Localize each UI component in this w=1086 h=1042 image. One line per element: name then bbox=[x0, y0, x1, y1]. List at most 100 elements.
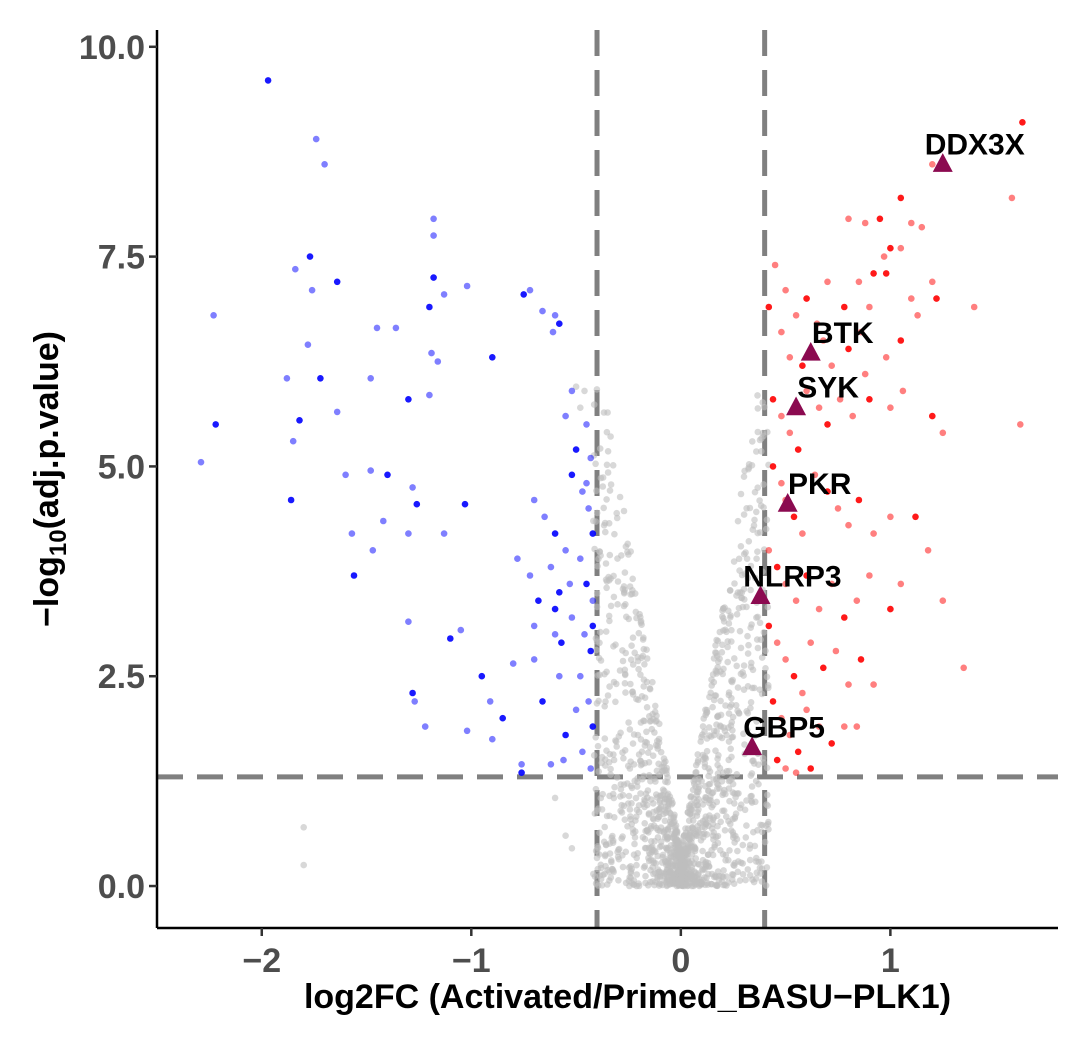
up-point bbox=[773, 639, 781, 646]
y-title-part: (adj.p.value) bbox=[28, 331, 66, 529]
up-point bbox=[782, 765, 789, 772]
ns-point bbox=[765, 826, 772, 833]
down-point bbox=[568, 387, 576, 395]
up-point bbox=[769, 463, 777, 470]
down-point bbox=[551, 530, 559, 537]
ns-point bbox=[761, 838, 769, 846]
up-point bbox=[924, 547, 932, 554]
ns-point bbox=[702, 858, 710, 866]
ns-point bbox=[706, 732, 713, 739]
ns-point bbox=[593, 646, 600, 654]
ns-point bbox=[593, 487, 600, 495]
ns-point bbox=[736, 804, 744, 812]
ns-point bbox=[640, 772, 647, 780]
ns-point bbox=[734, 847, 741, 855]
ns-point bbox=[753, 718, 760, 725]
ns-point bbox=[631, 834, 639, 841]
ns-point bbox=[675, 879, 682, 886]
up-point bbox=[765, 303, 773, 311]
up-point bbox=[820, 664, 827, 672]
ns-point bbox=[760, 629, 768, 636]
down-point bbox=[321, 161, 328, 168]
ns-point bbox=[717, 847, 724, 854]
down-point bbox=[520, 291, 527, 298]
ns-point bbox=[613, 743, 620, 750]
ns-point bbox=[718, 649, 726, 656]
up-point bbox=[786, 429, 794, 437]
ns-point bbox=[754, 548, 761, 555]
y-tick-label: 10.0 bbox=[79, 29, 145, 67]
up-point bbox=[828, 740, 835, 747]
ns-point bbox=[743, 797, 750, 804]
up-point bbox=[828, 580, 835, 588]
ns-point bbox=[624, 780, 631, 787]
ns-point bbox=[682, 825, 689, 832]
ns-point bbox=[684, 863, 691, 871]
ns-point bbox=[631, 649, 638, 657]
ns-point bbox=[633, 695, 640, 703]
ns-point bbox=[739, 669, 746, 676]
ns-point bbox=[721, 727, 729, 735]
highlight-point-gbp5 bbox=[742, 736, 763, 756]
down-point bbox=[367, 375, 375, 382]
down-point bbox=[348, 530, 356, 537]
up-point bbox=[803, 387, 810, 395]
ns-point bbox=[736, 567, 743, 574]
ns-point bbox=[733, 662, 740, 670]
ns-point bbox=[631, 777, 638, 785]
down-point bbox=[421, 723, 429, 730]
ns-point bbox=[765, 684, 772, 692]
ns-point bbox=[714, 785, 721, 792]
down-point bbox=[447, 635, 454, 642]
up-point bbox=[914, 312, 921, 319]
ns-point bbox=[764, 603, 772, 611]
ns-point bbox=[764, 791, 771, 799]
up-point bbox=[799, 362, 806, 370]
down-point bbox=[333, 278, 341, 286]
ns-point bbox=[700, 834, 707, 841]
up-point bbox=[773, 756, 781, 764]
ns-point bbox=[615, 733, 623, 740]
ns-point bbox=[609, 837, 617, 844]
ns-point bbox=[743, 726, 751, 734]
ns-point bbox=[696, 861, 703, 868]
ns-point bbox=[670, 853, 677, 860]
down-point bbox=[287, 496, 295, 504]
ns-point bbox=[730, 558, 738, 565]
ns-point bbox=[608, 857, 615, 864]
up-point bbox=[792, 769, 800, 776]
ns-point bbox=[747, 586, 754, 594]
up-point bbox=[841, 303, 848, 311]
down-point bbox=[541, 513, 548, 521]
ns-point bbox=[754, 405, 762, 412]
ns-point bbox=[598, 882, 606, 889]
down-point bbox=[560, 756, 567, 764]
ns-point bbox=[718, 778, 726, 785]
ns-point bbox=[605, 520, 613, 527]
ns-point bbox=[603, 496, 610, 503]
down-point bbox=[562, 547, 569, 554]
ns-point bbox=[665, 861, 673, 869]
y-tick-label: 5.0 bbox=[98, 448, 145, 486]
up-point bbox=[857, 656, 865, 663]
down-point bbox=[562, 731, 569, 739]
ns-point bbox=[591, 545, 598, 553]
ns-point bbox=[734, 707, 741, 715]
ns-point bbox=[699, 731, 706, 738]
down-point bbox=[486, 698, 494, 705]
axes: −2 −1 0 10.02.55.07.510.0 bbox=[79, 29, 1058, 980]
ns-point bbox=[679, 866, 687, 874]
ns-point bbox=[649, 752, 657, 759]
ns-point bbox=[626, 726, 634, 733]
y-tick-label: 2.5 bbox=[98, 658, 145, 696]
down-point bbox=[333, 408, 341, 416]
ns-point bbox=[621, 569, 629, 576]
ns-point bbox=[747, 663, 755, 671]
down-point bbox=[539, 698, 546, 705]
ns-point bbox=[612, 698, 619, 706]
up-point bbox=[782, 286, 789, 294]
ns-point bbox=[716, 628, 724, 636]
up-point bbox=[803, 295, 810, 302]
ns-point bbox=[603, 461, 611, 469]
